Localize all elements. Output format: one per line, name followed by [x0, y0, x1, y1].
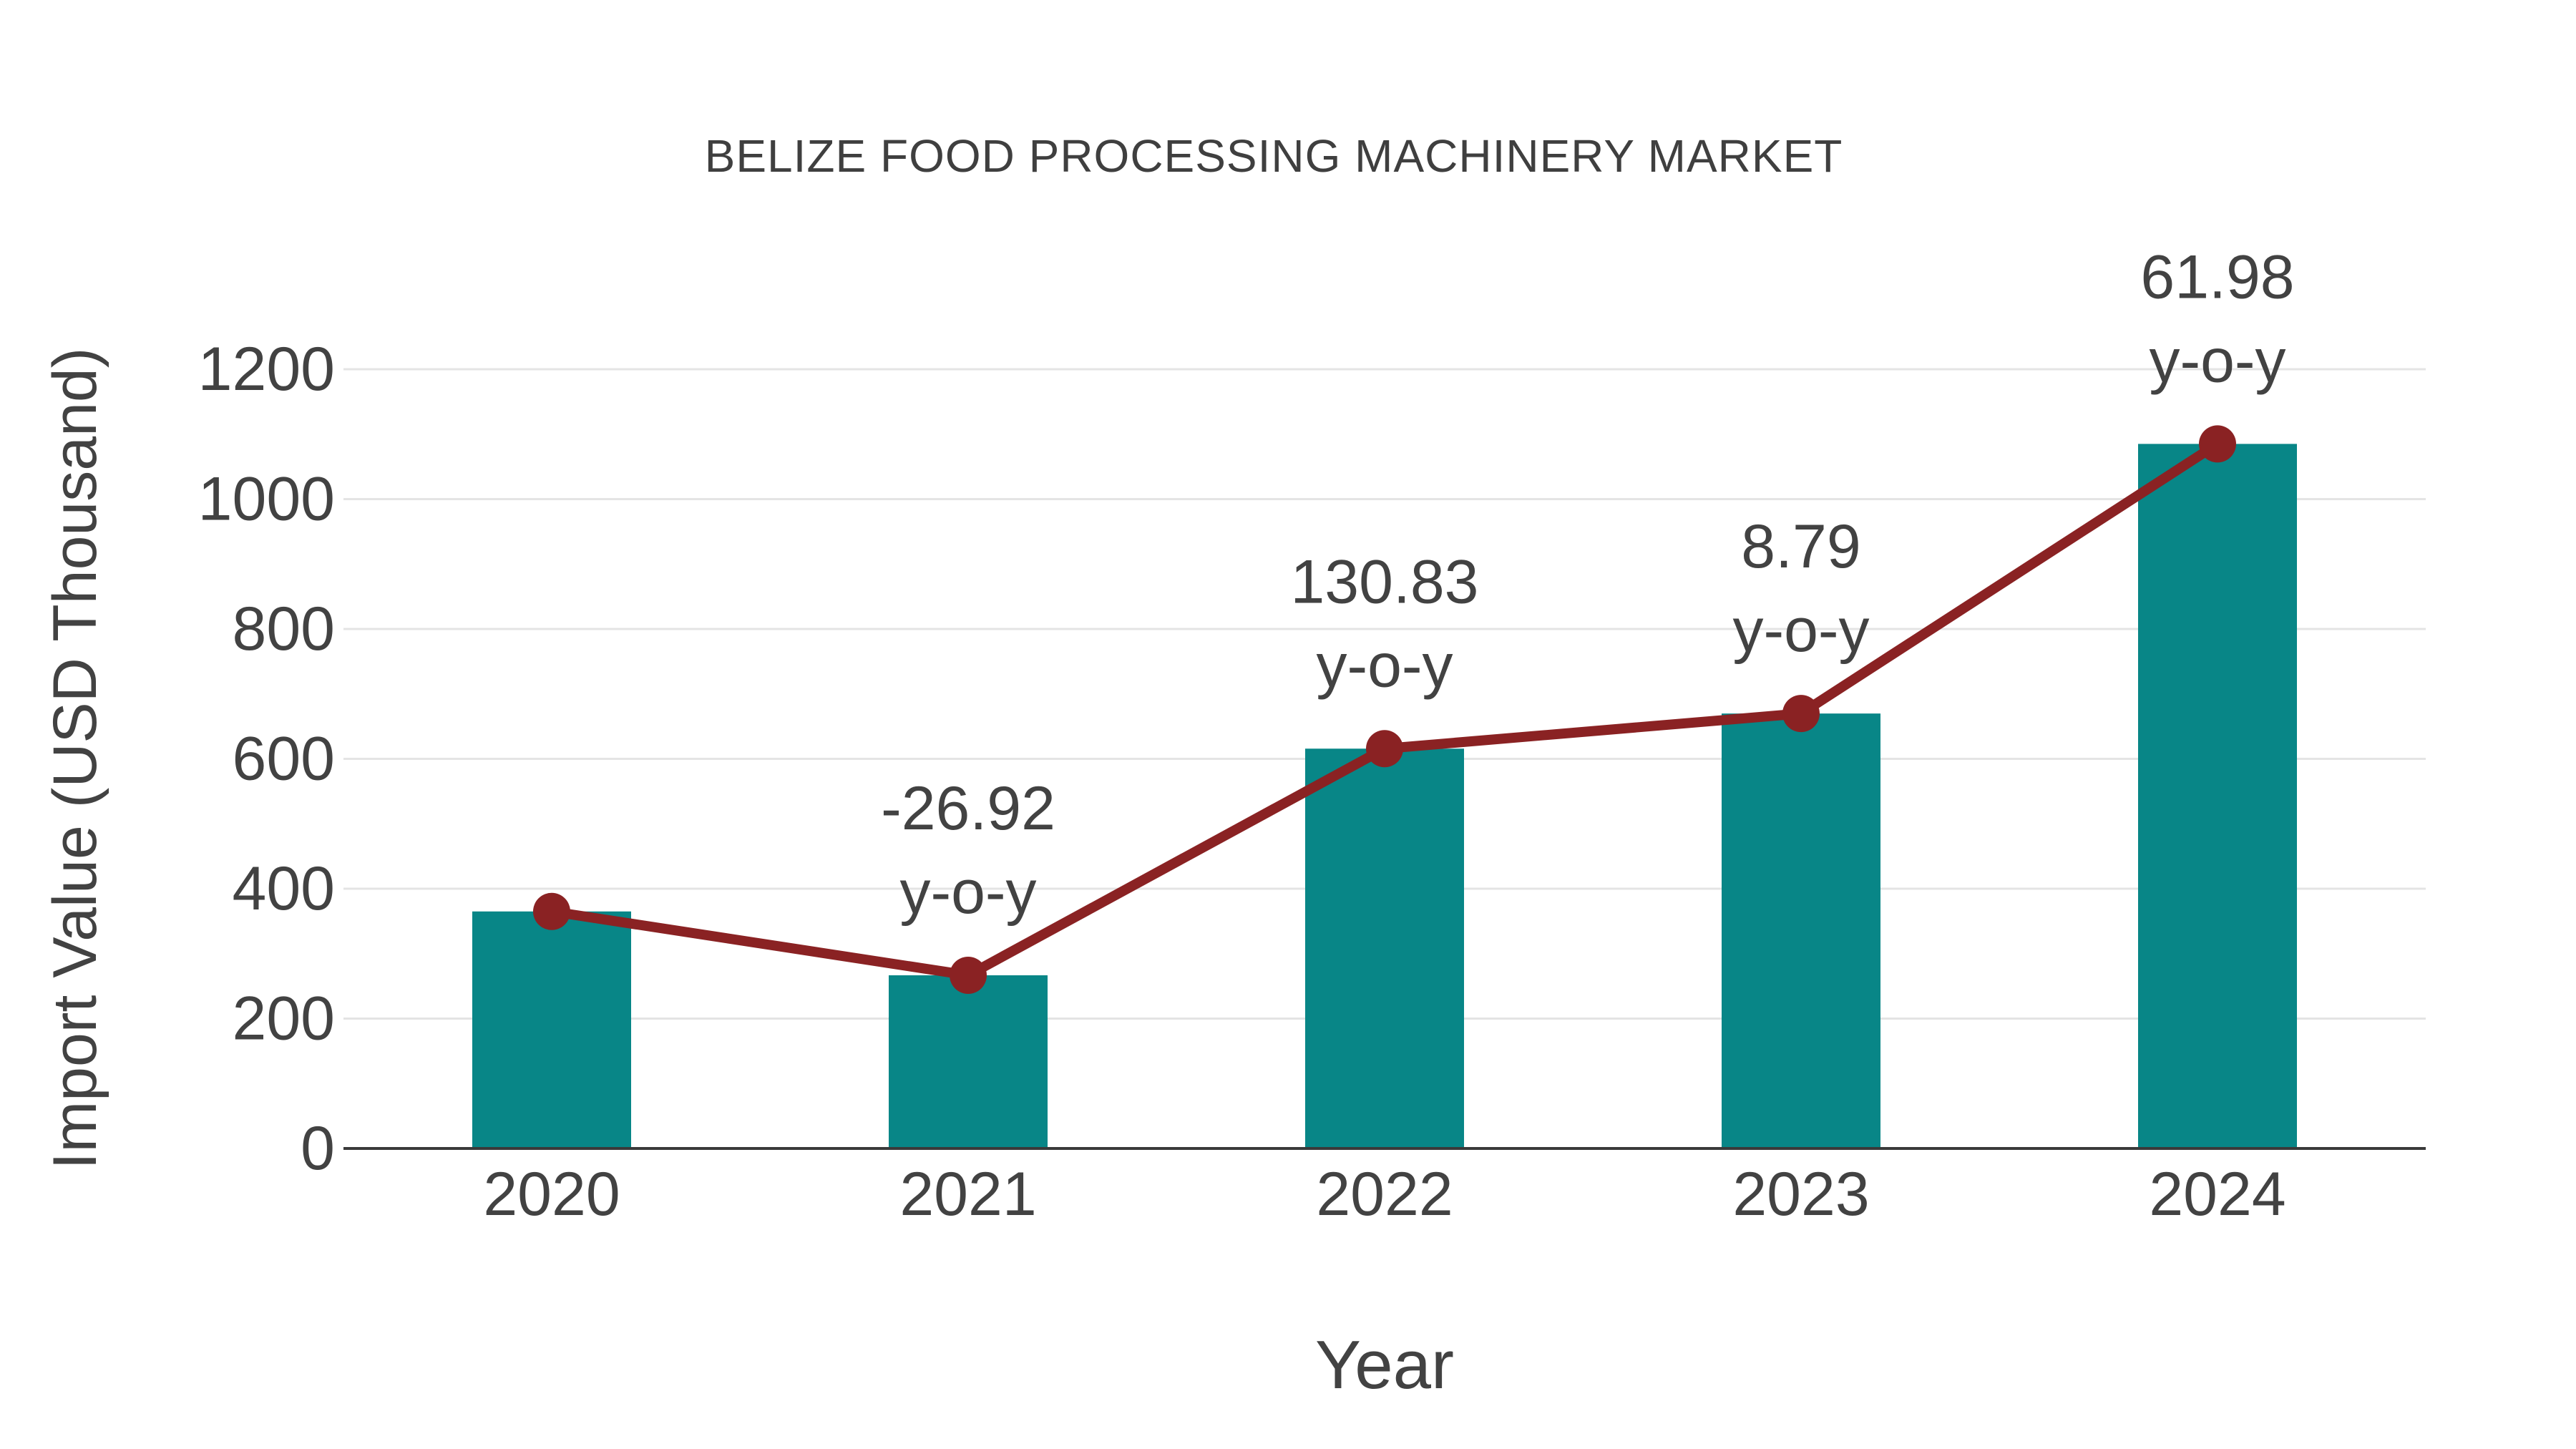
- marker-2022: [1366, 730, 1403, 768]
- x-tick-2022: 2022: [1316, 1160, 1453, 1229]
- x-tick-2020: 2020: [483, 1160, 620, 1229]
- yoy-label-2021-suffix: y-o-y: [899, 858, 1036, 927]
- marker-2023: [1782, 695, 1820, 733]
- y-tick-0: 0: [301, 1114, 335, 1183]
- yoy-label-2024-suffix: y-o-y: [2149, 326, 2285, 395]
- chart-title: BELIZE FOOD PROCESSING MACHINERY MARKET: [705, 130, 1843, 182]
- axis-ticks-layer: 0 200 400 600 800 1000 1200 2020 2021 2022 2023 202…: [198, 335, 2426, 1229]
- yoy-label-2024-value: 61.98: [2140, 243, 2294, 311]
- bar-2023: [1722, 713, 1880, 1148]
- marker-2020: [533, 892, 570, 930]
- marker-2021: [950, 956, 987, 994]
- bar-2022: [1305, 748, 1464, 1148]
- x-tick-2023: 2023: [1732, 1160, 1869, 1229]
- y-tick-400: 400: [233, 854, 336, 923]
- yoy-label-2023-value: 8.79: [1741, 512, 1860, 581]
- y-tick-1000: 1000: [198, 465, 335, 534]
- trend-line-layer: [533, 425, 2236, 994]
- y-axis-title: Import Value (USD Thousand): [41, 348, 109, 1170]
- x-tick-2024: 2024: [2149, 1160, 2285, 1229]
- y-tick-800: 800: [233, 595, 336, 663]
- yoy-label-2022-value: 130.83: [1290, 547, 1478, 616]
- y-tick-200: 200: [233, 985, 336, 1053]
- bar-2024: [2138, 444, 2297, 1148]
- bar-2021: [889, 975, 1048, 1148]
- yoy-label-2023-suffix: y-o-y: [1732, 596, 1869, 665]
- y-tick-600: 600: [233, 725, 336, 794]
- y-tick-1200: 1200: [198, 335, 335, 404]
- marker-2024: [2199, 425, 2236, 463]
- data-labels-layer: -26.92 y-o-y 130.83 y-o-y 8.79 y-o-y 61.98 y-o-…: [881, 243, 2295, 927]
- bars-layer: [472, 444, 2297, 1148]
- bar-2020: [472, 911, 631, 1148]
- x-tick-2021: 2021: [899, 1160, 1036, 1229]
- x-axis-title: Year: [1315, 1327, 1454, 1403]
- yoy-label-2021-value: -26.92: [881, 774, 1055, 843]
- yoy-label-2022-suffix: y-o-y: [1316, 631, 1453, 700]
